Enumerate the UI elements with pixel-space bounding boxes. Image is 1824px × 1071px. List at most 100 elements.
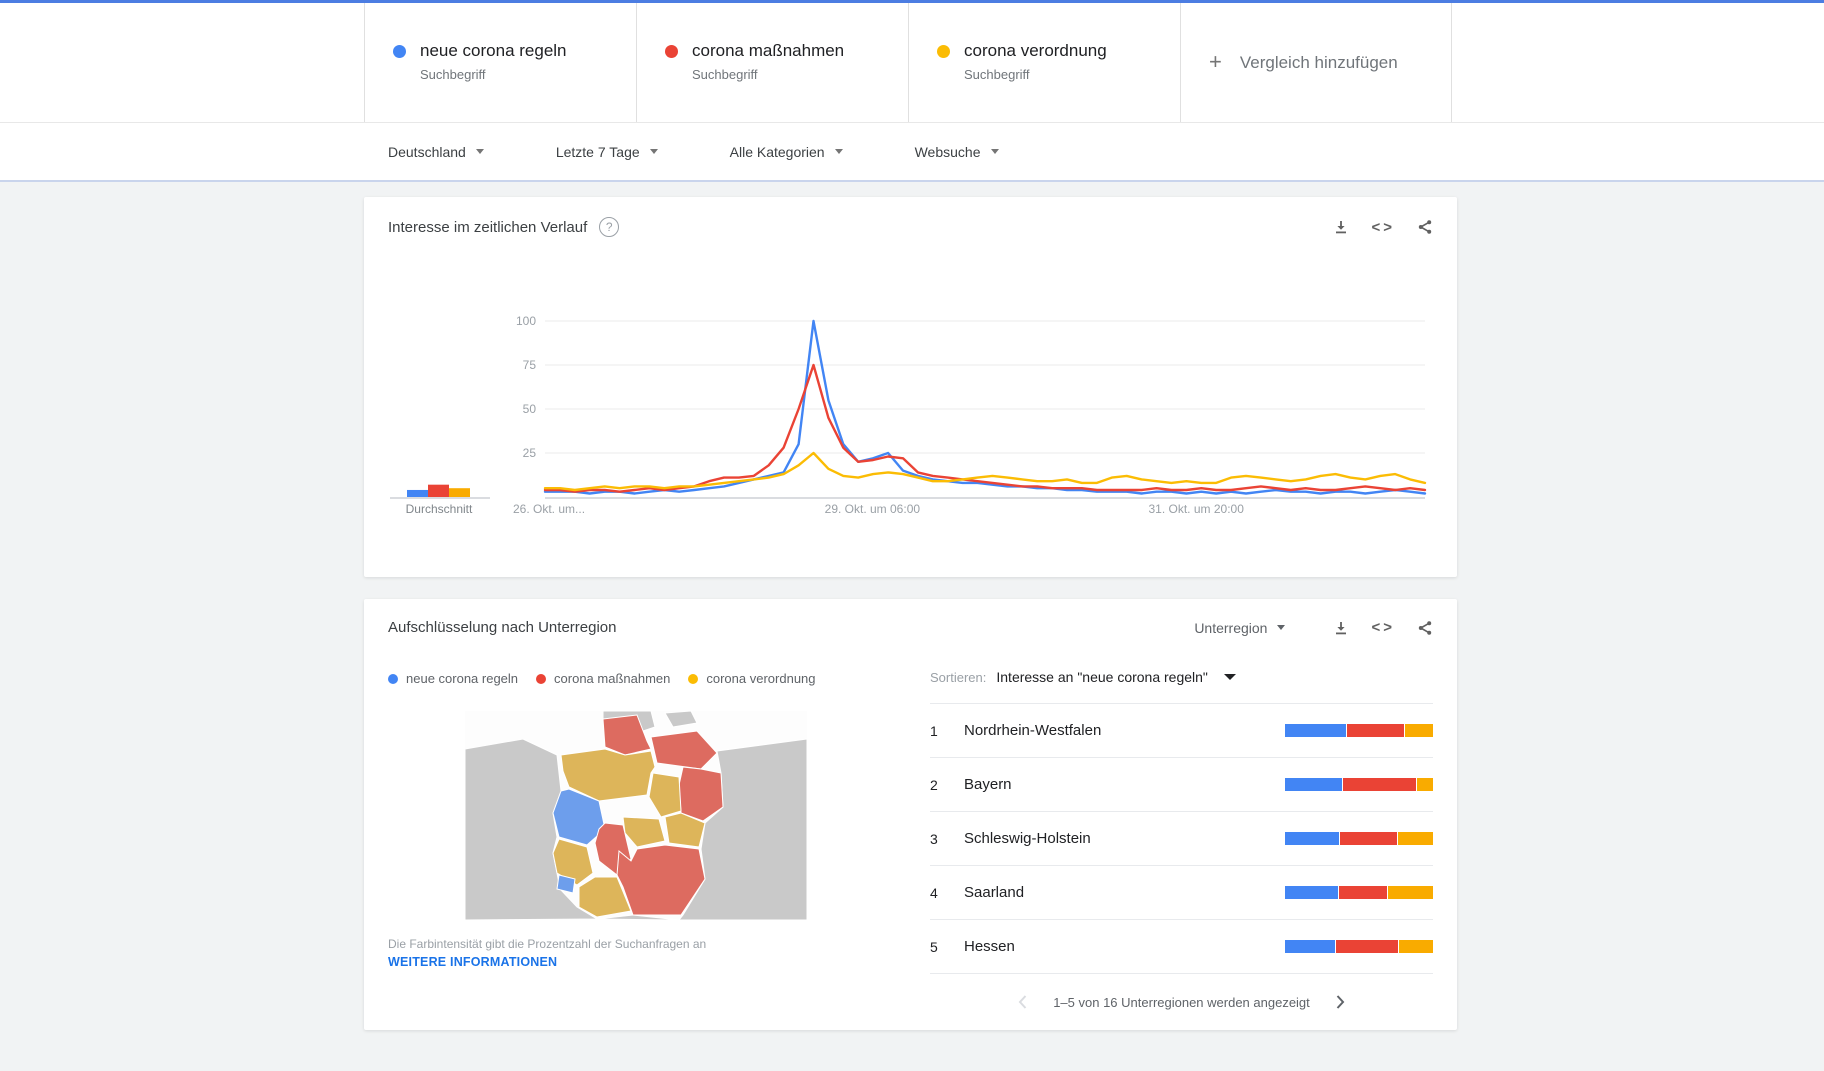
top-accent-strip (0, 0, 1824, 3)
svg-text:31. Okt. um 20:00: 31. Okt. um 20:00 (1149, 502, 1245, 516)
row-split-bar (1285, 724, 1433, 737)
filter-category-label: Alle Kategorien (729, 143, 825, 160)
term-label: neue corona regeln (420, 41, 567, 60)
legend-dot-blue (388, 673, 398, 684)
state-bayern[interactable] (616, 844, 706, 916)
share-icon[interactable] (1417, 620, 1433, 636)
term-type-label: Suchbegriff (692, 67, 758, 82)
state-rheinland-pfalz[interactable] (552, 838, 594, 886)
chevron-down-icon (990, 149, 999, 154)
chevron-right-icon[interactable] (1336, 995, 1345, 1009)
subregion-card: Aufschlüsselung nach Unterregion Unterre… (364, 599, 1457, 1030)
state-baden-wuerttemberg[interactable] (578, 876, 632, 918)
table-row[interactable]: 1 Nordrhein-Westfalen (930, 704, 1433, 758)
legend-label: corona verordnung (706, 671, 816, 686)
add-comparison-label: Vergleich hinzufügen (1239, 52, 1398, 72)
state-mecklenburg-vorpommern[interactable] (650, 730, 718, 770)
state-sachsen-anhalt[interactable] (648, 772, 682, 818)
row-split-bar (1285, 832, 1433, 845)
row-region-name: Schleswig-Holstein (964, 830, 1091, 847)
germany-map[interactable] (464, 710, 808, 921)
table-row[interactable]: 5 Hessen (930, 920, 1433, 974)
row-rank: 3 (930, 830, 938, 847)
row-rank: 4 (930, 884, 938, 901)
table-row[interactable]: 2 Bayern (930, 758, 1433, 812)
term-color-dot-red (665, 44, 678, 58)
svg-text:25: 25 (523, 446, 537, 460)
search-term-cards: neue corona regeln Suchbegriff corona ma… (364, 3, 1452, 122)
download-icon[interactable] (1333, 620, 1349, 636)
state-sachsen[interactable] (664, 812, 706, 848)
subregion-rank-list: Sortieren: Interesse an "neue corona reg… (930, 651, 1434, 1030)
legend-dot-red (536, 673, 547, 684)
term-card-corona-verordnung[interactable]: corona verordnung Suchbegriff (908, 3, 1180, 122)
row-region-name: Nordrhein-Westfalen (964, 722, 1102, 739)
help-icon[interactable]: ? (599, 217, 620, 237)
legend-dot-yellow (688, 673, 699, 684)
sort-value-label: Interesse an "neue corona regeln" (996, 669, 1208, 685)
map-north-sea (465, 711, 603, 749)
filter-geo-label: Deutschland (388, 143, 466, 160)
row-rank: 5 (930, 938, 938, 955)
row-rank: 1 (930, 722, 938, 739)
term-type-label: Suchbegriff (420, 67, 486, 82)
term-card-corona-massnahmen[interactable]: corona maßnahmen Suchbegriff (636, 3, 908, 122)
subregion-mode-label: Unterregion (1194, 619, 1268, 636)
filter-searchtype-label: Websuche (914, 143, 981, 160)
row-region-name: Hessen (964, 938, 1015, 955)
legend-label: corona maßnahmen (554, 671, 671, 686)
header: neue corona regeln Suchbegriff corona ma… (0, 3, 1824, 123)
filter-time-dropdown[interactable]: Letzte 7 Tage (556, 144, 658, 160)
timeseries-chart[interactable]: 25 50 75 100 26. Okt. um... 29. Okt. um 06:00… (364, 295, 1457, 535)
row-split-bar (1285, 778, 1433, 791)
term-card-neue-corona-regeln[interactable]: neue corona regeln Suchbegriff (364, 3, 636, 122)
svg-text:50: 50 (523, 402, 537, 416)
subregion-card-title: Aufschlüsselung nach Unterregion (388, 619, 617, 636)
neighbor-land-south (596, 914, 680, 921)
state-schleswig-holstein[interactable] (602, 714, 652, 756)
filter-time-label: Letzte 7 Tage (555, 143, 640, 160)
download-icon[interactable] (1333, 219, 1349, 235)
row-region-name: Bayern (964, 776, 1012, 793)
plus-icon: + (1209, 48, 1222, 74)
table-row[interactable]: 4 Saarland (930, 866, 1434, 920)
chevron-down-icon (1277, 625, 1286, 630)
share-icon[interactable] (1417, 219, 1433, 235)
more-information-link[interactable]: WEITERE INFORMATIONEN (388, 955, 558, 969)
row-split-bar (1285, 886, 1434, 899)
state-saarland[interactable] (556, 874, 576, 894)
chevron-down-icon (475, 149, 484, 154)
chevron-left-icon[interactable] (1018, 995, 1027, 1009)
filter-category-dropdown[interactable]: Alle Kategorien (730, 144, 843, 160)
sort-dropdown[interactable]: Interesse an "neue corona regeln" (996, 669, 1236, 685)
filter-geo-dropdown[interactable]: Deutschland (388, 144, 484, 160)
state-nordrhein-westfalen[interactable] (552, 788, 606, 846)
svg-text:29. Okt. um 06:00: 29. Okt. um 06:00 (825, 502, 921, 516)
map-note: Die Farbintensität gibt die Prozentzahl … (388, 937, 707, 951)
map-legend: neue corona regeln corona maßnahmen coro… (388, 671, 834, 686)
timeseries-card: Interesse im zeitlichen Verlauf ? <> 25 5… (364, 197, 1457, 577)
term-type-label: Suchbegriff (964, 67, 1030, 82)
filter-searchtype-dropdown[interactable]: Websuche (915, 144, 999, 160)
term-label: corona verordnung (964, 41, 1107, 60)
term-color-dot-blue (393, 44, 406, 58)
svg-text:75: 75 (523, 358, 537, 372)
term-label: corona maßnahmen (692, 41, 845, 60)
row-region-name: Saarland (964, 884, 1025, 901)
sort-label: Sortieren: (930, 669, 987, 685)
pagination: 1–5 von 16 Unterregionen werden angezeig… (930, 974, 1433, 1030)
term-color-dot-yellow (937, 44, 950, 58)
add-comparison-button[interactable]: + Vergleich hinzufügen (1180, 3, 1452, 122)
state-niedersachsen[interactable] (560, 748, 656, 802)
subregion-mode-dropdown[interactable]: Unterregion (1194, 619, 1286, 636)
table-row[interactable]: 3 Schleswig-Holstein (930, 812, 1433, 866)
chevron-down-icon (834, 149, 843, 154)
svg-text:Durchschnitt: Durchschnitt (406, 502, 473, 516)
chevron-down-icon (649, 149, 658, 154)
embed-icon[interactable]: <> (1371, 218, 1395, 236)
pagination-label: 1–5 von 16 Unterregionen werden angezeig… (1053, 994, 1310, 1010)
legend-label: neue corona regeln (406, 671, 519, 686)
embed-icon[interactable]: <> (1371, 619, 1395, 636)
chevron-down-icon (1223, 674, 1236, 680)
svg-text:100: 100 (516, 314, 536, 328)
